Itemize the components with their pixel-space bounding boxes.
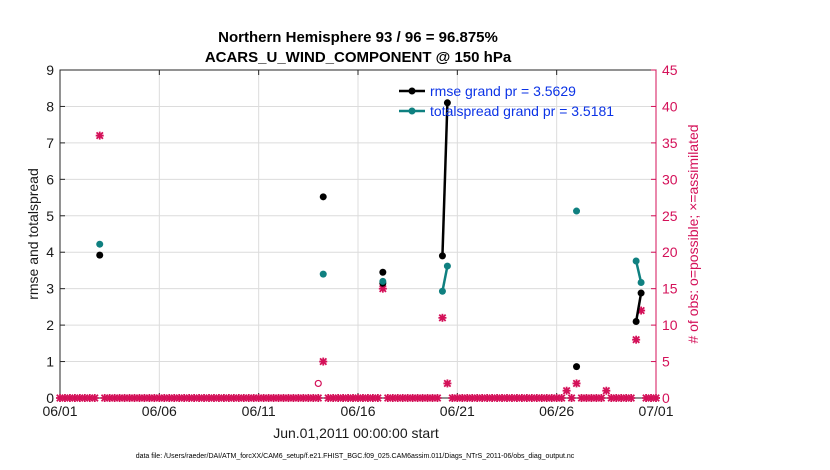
y-left-tick-label: 4 <box>46 244 54 260</box>
x-tick-label: 06/06 <box>142 403 177 419</box>
y-axis-left: 0 1 2 3 4 5 6 7 8 9 <box>46 62 65 406</box>
y-right-tick-label: 35 <box>662 135 678 151</box>
totalspread-point <box>637 278 645 286</box>
y-right-tick-label: 25 <box>662 208 678 224</box>
rmse-point <box>573 363 581 371</box>
legend-totalspread-marker <box>408 107 416 115</box>
totalspread-segment <box>441 265 449 292</box>
rmse-segment <box>634 292 643 322</box>
obs-assimilated-marker <box>453 394 462 402</box>
obs-assimilated-marker <box>652 394 660 402</box>
obs-assimilated-marker <box>597 394 606 402</box>
totalspread-point <box>438 287 446 295</box>
y-axis-right-label: # of obs: o=possible; ×=assimilated <box>685 124 701 343</box>
x-axis-label: Jun.01,2011 00:00:00 start <box>273 425 439 441</box>
obs-assimilated-marker <box>314 394 323 402</box>
y-right-tick-label: 10 <box>662 317 678 333</box>
y-axis-left-label: rmse and totalspread <box>25 168 41 300</box>
totalspread-point <box>96 240 104 248</box>
obs-assimilated-marker <box>572 379 581 388</box>
rmse-point <box>632 317 640 325</box>
totalspread-point <box>319 270 327 278</box>
obs-assimilated-marker <box>632 335 641 344</box>
totalspread-point <box>379 277 387 285</box>
totalspread-point <box>632 257 640 265</box>
y-right-tick-label: 15 <box>662 281 678 297</box>
y-right-tick-label: 0 <box>662 390 670 406</box>
legend-rmse-marker <box>408 87 416 95</box>
rmse-point <box>438 252 446 260</box>
y-axis-right: 0 5 10 15 20 25 30 35 40 45 <box>651 62 678 406</box>
obs-count-layer <box>56 131 660 402</box>
y-left-tick-label: 3 <box>46 281 54 297</box>
x-tick-label: 06/21 <box>440 403 475 419</box>
x-axis: 06/01 06/06 06/11 06/16 06/21 06/26 07/01 <box>42 70 674 419</box>
series-layer <box>96 99 645 371</box>
y-left-tick-label: 7 <box>46 135 54 151</box>
obs-assimilated-marker <box>562 386 571 395</box>
obs-assimilated-marker <box>90 394 99 402</box>
totalspread-point <box>573 207 581 215</box>
chart-title: Northern Hemisphere 93 / 96 = 96.875% <box>218 29 498 46</box>
y-left-tick-label: 8 <box>46 98 54 114</box>
obs-assimilated-marker <box>602 386 611 395</box>
obs-assimilated-marker <box>443 379 452 388</box>
totalspread-segment <box>634 260 643 283</box>
obs-assimilated-marker <box>567 394 576 402</box>
y-left-tick-label: 5 <box>46 208 54 224</box>
y-right-tick-label: 45 <box>662 62 678 78</box>
totalspread-point <box>443 262 451 270</box>
grid-lines <box>59 69 657 399</box>
rmse-point <box>637 289 645 297</box>
rmse-segment <box>441 102 449 256</box>
obs-assimilated-marker <box>438 313 447 322</box>
rmse-point <box>319 193 327 201</box>
x-tick-label: 06/16 <box>340 403 375 419</box>
obs-assimilated-marker <box>433 394 442 402</box>
y-right-tick-label: 20 <box>662 244 678 260</box>
y-right-tick-label: 5 <box>662 354 670 370</box>
obs-assimilated-marker <box>319 357 328 366</box>
y-right-tick-label: 40 <box>662 98 678 114</box>
y-right-tick-label: 30 <box>662 171 678 187</box>
y-left-tick-label: 6 <box>46 171 54 187</box>
data-file-footer: data file: /Users/raeder/DAI/ATM_forcXX/… <box>136 453 575 460</box>
obs-assimilated-marker <box>95 131 104 140</box>
obs-assimilated-marker <box>557 394 566 402</box>
chart-subtitle: ACARS_U_WIND_COMPONENT @ 150 hPa <box>205 49 512 66</box>
obs-assimilated-marker <box>627 394 636 402</box>
legend-rmse-label: rmse grand pr = 3.5629 <box>430 83 576 99</box>
rmse-point <box>96 251 104 259</box>
rmse-point <box>443 99 451 107</box>
x-tick-label: 06/11 <box>242 403 276 419</box>
rmse-point <box>379 268 387 276</box>
x-tick-label: 06/26 <box>539 403 574 419</box>
legend-totalspread-label: totalspread grand pr = 3.5181 <box>430 103 614 119</box>
y-left-tick-label: 2 <box>46 317 54 333</box>
y-left-tick-label: 1 <box>46 354 54 370</box>
y-left-tick-label: 9 <box>46 62 54 78</box>
x-tick-label: 06/01 <box>42 403 77 419</box>
y-left-tick-label: 0 <box>46 390 54 406</box>
obs-assimilated-marker <box>373 394 382 402</box>
x-tick-label: 07/01 <box>638 403 673 419</box>
obs-possible-marker <box>314 379 322 388</box>
legend: rmse grand pr = 3.5629 totalspread grand… <box>399 83 614 119</box>
